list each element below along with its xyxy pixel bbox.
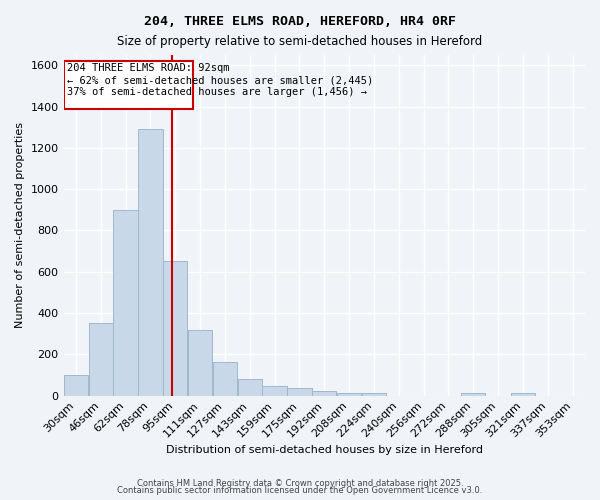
Bar xyxy=(362,392,386,396)
Bar xyxy=(89,324,113,396)
Y-axis label: Number of semi-detached properties: Number of semi-detached properties xyxy=(15,122,25,328)
FancyBboxPatch shape xyxy=(64,61,193,108)
Bar xyxy=(113,210,138,396)
Bar xyxy=(461,392,485,396)
Bar xyxy=(312,392,337,396)
Bar xyxy=(188,330,212,396)
Text: Contains HM Land Registry data © Crown copyright and database right 2025.: Contains HM Land Registry data © Crown c… xyxy=(137,478,463,488)
Bar xyxy=(511,392,535,396)
Text: 37% of semi-detached houses are larger (1,456) →: 37% of semi-detached houses are larger (… xyxy=(67,86,367,97)
Text: ← 62% of semi-detached houses are smaller (2,445): ← 62% of semi-detached houses are smalle… xyxy=(67,75,373,85)
X-axis label: Distribution of semi-detached houses by size in Hereford: Distribution of semi-detached houses by … xyxy=(166,445,483,455)
Bar xyxy=(287,388,311,396)
Bar xyxy=(138,130,163,396)
Bar xyxy=(163,262,187,396)
Text: Contains public sector information licensed under the Open Government Licence v3: Contains public sector information licen… xyxy=(118,486,482,495)
Bar xyxy=(213,362,237,396)
Bar xyxy=(262,386,287,396)
Bar xyxy=(238,379,262,396)
Text: 204, THREE ELMS ROAD, HEREFORD, HR4 0RF: 204, THREE ELMS ROAD, HEREFORD, HR4 0RF xyxy=(144,15,456,28)
Text: Size of property relative to semi-detached houses in Hereford: Size of property relative to semi-detach… xyxy=(118,35,482,48)
Bar xyxy=(337,392,361,396)
Text: 204 THREE ELMS ROAD: 92sqm: 204 THREE ELMS ROAD: 92sqm xyxy=(67,64,229,74)
Bar xyxy=(64,375,88,396)
